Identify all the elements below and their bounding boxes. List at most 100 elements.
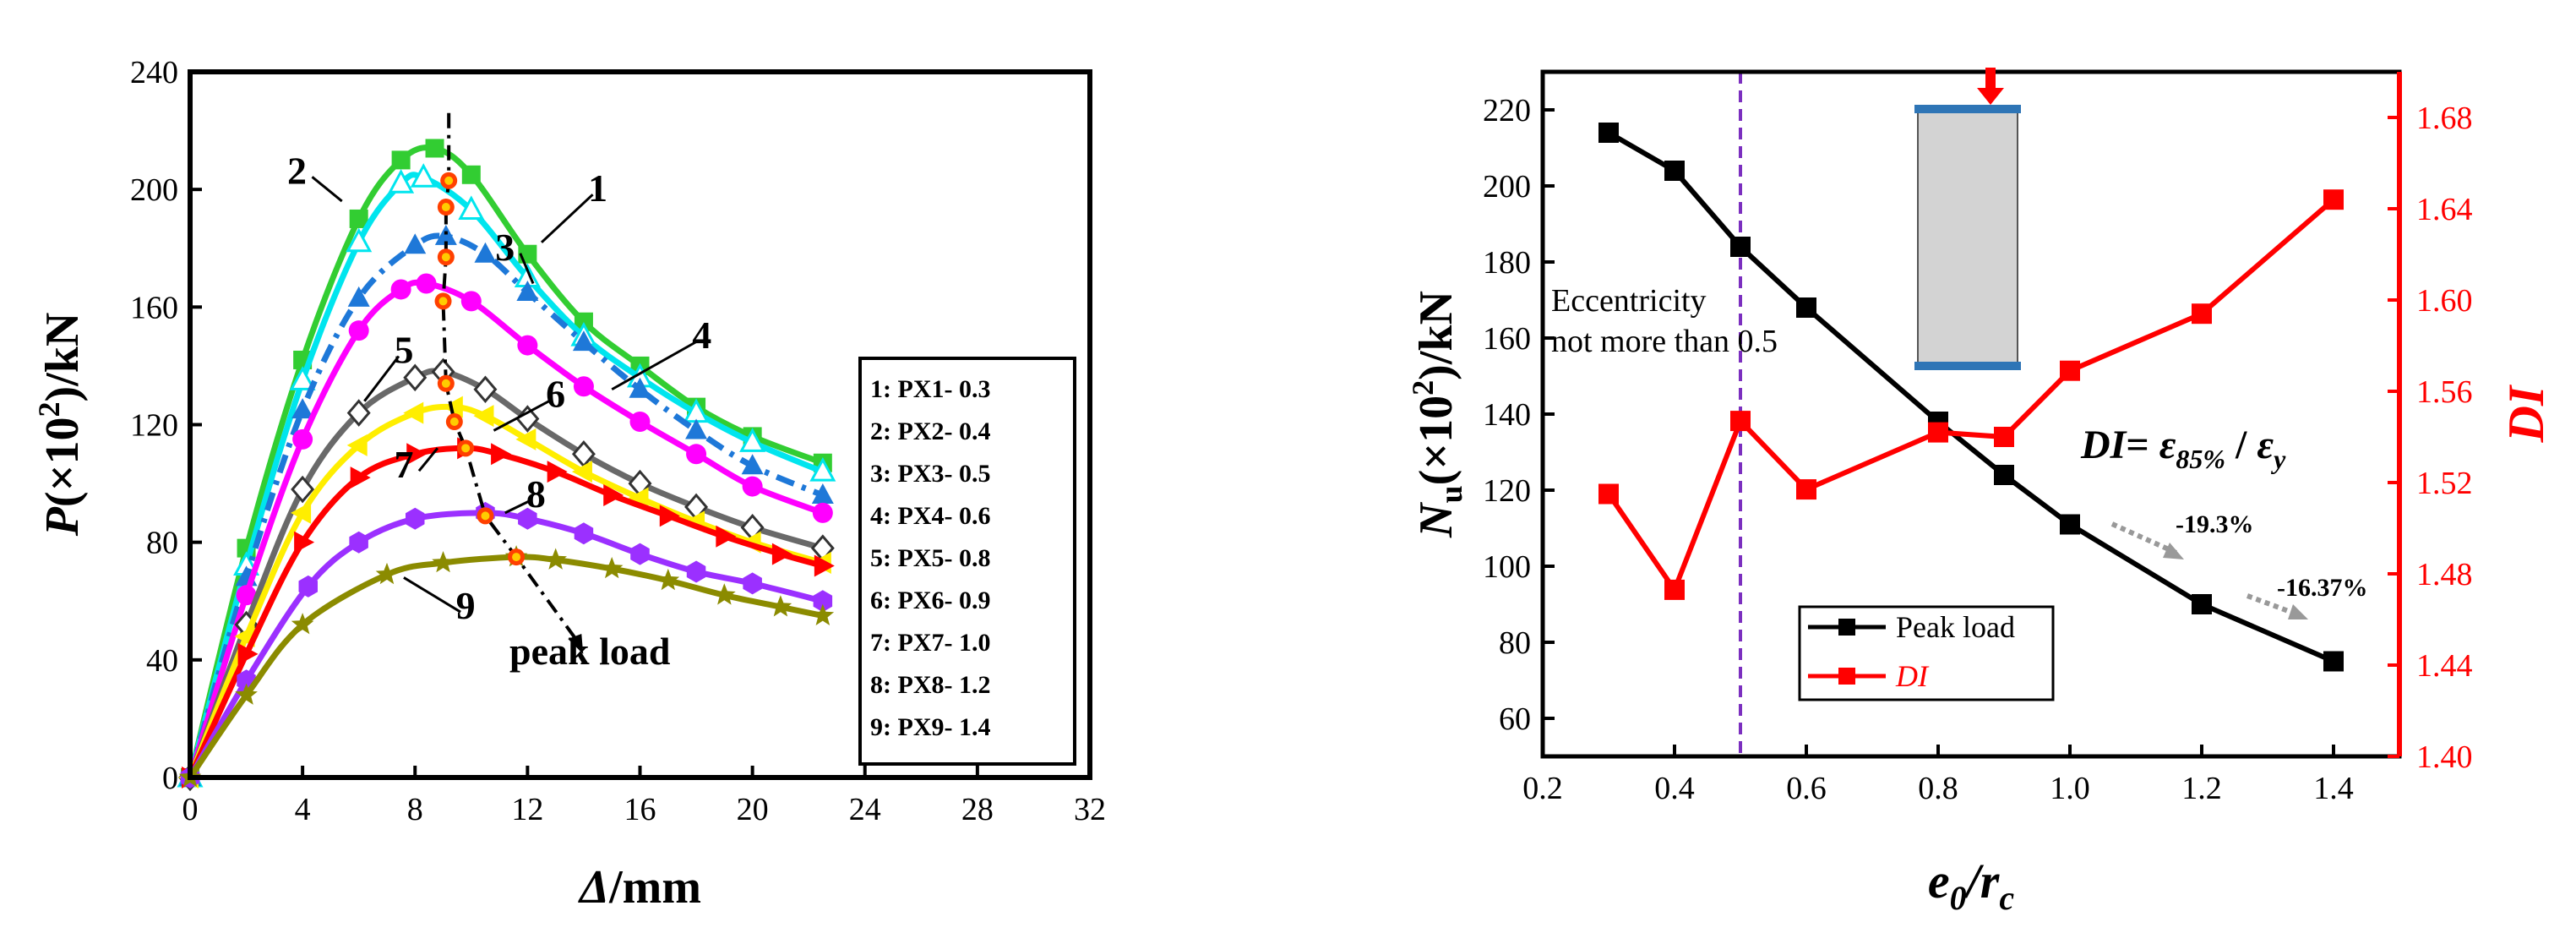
callout-label-8: 8 (526, 472, 546, 516)
callout-label-6: 6 (546, 373, 565, 416)
data-point (1598, 483, 1619, 505)
data-point (630, 543, 650, 565)
data-point (771, 543, 792, 565)
left-x-tick-label: 20 (737, 792, 769, 827)
legend-entry: 3: PX3- 0.5 (870, 460, 990, 488)
right-left-y-tick-label: 200 (1483, 169, 1531, 205)
pct-label-2: -16.37% (2277, 574, 2368, 602)
right-y-tick-label: 1.56 (2416, 374, 2473, 410)
data-point (517, 335, 538, 356)
data-point (813, 590, 833, 613)
left-x-tick-label: 8 (407, 792, 423, 827)
data-point (403, 401, 424, 424)
series-line-9 (188, 554, 824, 779)
left-y-tick-label: 0 (162, 761, 178, 796)
left-x-tick-label: 24 (849, 792, 881, 827)
right-x-tick-label: 1.2 (2181, 771, 2222, 806)
data-point (600, 557, 624, 579)
data-point (1796, 479, 1816, 500)
legend-entry: 2: PX2- 0.4 (870, 417, 990, 445)
data-point (518, 507, 537, 530)
data-point (346, 434, 368, 456)
data-point (388, 169, 415, 194)
data-point (811, 603, 835, 625)
data-point (811, 483, 834, 504)
data-point (1664, 579, 1685, 600)
data-point (416, 273, 437, 294)
data-point (235, 683, 258, 705)
callout-label-1: 1 (588, 166, 607, 210)
data-point (814, 554, 835, 577)
data-point (350, 466, 371, 489)
data-point (572, 330, 595, 352)
right-x-tick-label: 0.2 (1522, 771, 1563, 806)
right-y-tick-label: 1.48 (2416, 557, 2473, 592)
data-point (473, 375, 498, 404)
data-point (434, 224, 457, 245)
left-x-tick-label: 0 (182, 792, 199, 827)
di-formula: DI= ε85% / εy (2080, 423, 2286, 474)
callout-label-2: 2 (287, 149, 307, 192)
legend-entry: 9: PX9- 1.4 (870, 713, 990, 741)
data-point (458, 195, 485, 221)
left-y-tick-label: 200 (130, 172, 178, 208)
data-point (573, 376, 594, 397)
data-point (473, 405, 494, 428)
data-point (2060, 360, 2080, 381)
legend-entry: 4: PX4- 0.6 (870, 502, 990, 530)
callout-leader (611, 340, 698, 391)
right-legend: Peak load DI (1798, 605, 2055, 701)
data-point (425, 139, 444, 158)
data-point (403, 363, 428, 392)
data-point (291, 613, 314, 635)
right-x-tick-label: 0.4 (1654, 771, 1695, 806)
data-point (1796, 297, 1816, 318)
data-point (491, 443, 512, 466)
right-left-y-tick-label: 80 (1499, 625, 1531, 661)
data-point (659, 505, 680, 527)
right-series-peak-load (1598, 123, 2344, 672)
data-point (391, 150, 411, 170)
data-point (375, 562, 399, 585)
data-point (349, 531, 368, 554)
data-point (2323, 189, 2344, 210)
callout-leader (493, 399, 552, 432)
data-point (406, 443, 428, 466)
data-point (2060, 514, 2080, 535)
right-y-tick-label: 1.44 (2416, 648, 2473, 684)
data-point (544, 548, 567, 570)
data-point (547, 461, 568, 483)
left-y-tick-label: 120 (130, 408, 178, 444)
data-point (461, 165, 481, 184)
data-point (571, 461, 592, 483)
data-point (809, 457, 836, 482)
right-x-axis-label: e0/rc (1928, 854, 2014, 917)
data-point (1994, 427, 2014, 447)
callout-leader (417, 447, 439, 472)
data-point (716, 525, 737, 548)
peak-point-core (461, 444, 471, 453)
data-point (516, 280, 539, 301)
pct-label-1: -19.3% (2176, 510, 2254, 538)
data-point (574, 312, 593, 331)
right-left-y-tick-label: 120 (1483, 473, 1531, 509)
right-x-tick-label: 0.8 (1918, 771, 1958, 806)
legend-entry: 8: PX8- 1.2 (870, 671, 990, 699)
data-point (1730, 237, 1751, 257)
data-point (460, 291, 482, 312)
data-point (769, 595, 792, 617)
data-point (291, 475, 315, 504)
data-point (812, 502, 833, 523)
data-point (406, 507, 425, 530)
left-series-2: 2 (177, 149, 836, 788)
peak-point-core (512, 553, 521, 562)
data-point (1598, 123, 1619, 143)
callout-label-3: 3 (495, 226, 515, 269)
right-y-tick-label: 1.40 (2416, 739, 2473, 775)
data-point (347, 286, 370, 307)
data-point (686, 444, 707, 465)
callout-leader (311, 176, 343, 203)
legend-di: DI (1895, 659, 1930, 693)
data-point (742, 476, 763, 497)
